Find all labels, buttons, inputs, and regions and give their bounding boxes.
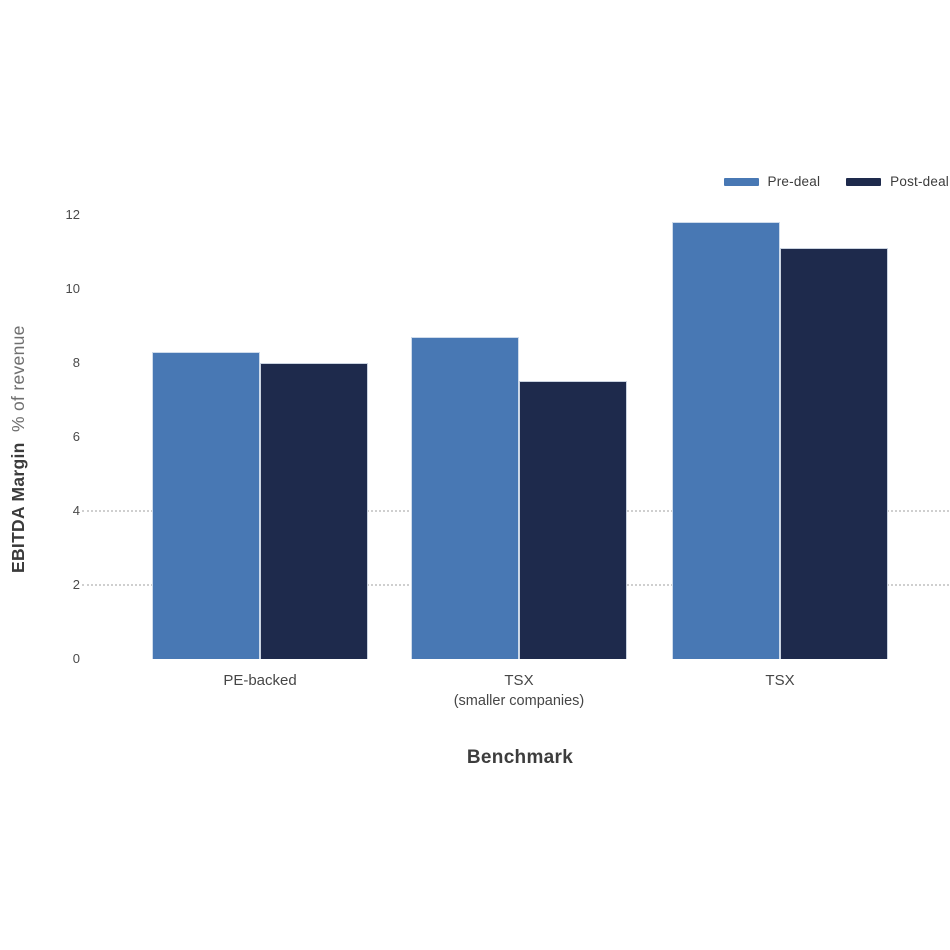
y-axis-tick-labels: 0 2 4 6 8 10 12 — [0, 207, 80, 666]
bar-post-deal-pe-backed — [260, 363, 368, 659]
legend-label-post-deal: Post-deal — [890, 174, 949, 189]
y-tick-label: 6 — [72, 429, 80, 444]
y-tick-label: 0 — [72, 651, 80, 666]
bar-post-deal-tsx — [780, 248, 888, 659]
bar-pre-deal-pe-backed — [152, 352, 260, 659]
x-category-label: PE-backed — [223, 672, 297, 689]
pre-deal-swatch-icon — [723, 177, 759, 186]
y-tick-label: 2 — [72, 577, 80, 592]
x-category-label: TSX — [765, 672, 795, 689]
y-tick-label: 4 — [72, 503, 80, 518]
y-tick-label: 12 — [65, 207, 80, 222]
y-tick-label: 10 — [65, 281, 80, 296]
legend-item-post-deal: Post-deal — [846, 174, 949, 189]
legend-label-pre-deal: Pre-deal — [767, 174, 821, 189]
bar-pre-deal-tsx — [672, 222, 780, 659]
legend: Pre-deal Post-deal — [723, 174, 949, 189]
bar-pre-deal-tsx — [411, 337, 519, 659]
legend-item-pre-deal: Pre-deal — [723, 174, 821, 189]
y-tick-label: 8 — [72, 355, 80, 370]
post-deal-swatch-icon — [846, 177, 882, 186]
plot-area — [82, 215, 949, 659]
x-axis-title: Benchmark — [466, 747, 574, 768]
x-category-label: TSX (smaller companies) — [453, 672, 585, 709]
bar-post-deal-tsx — [519, 381, 627, 659]
